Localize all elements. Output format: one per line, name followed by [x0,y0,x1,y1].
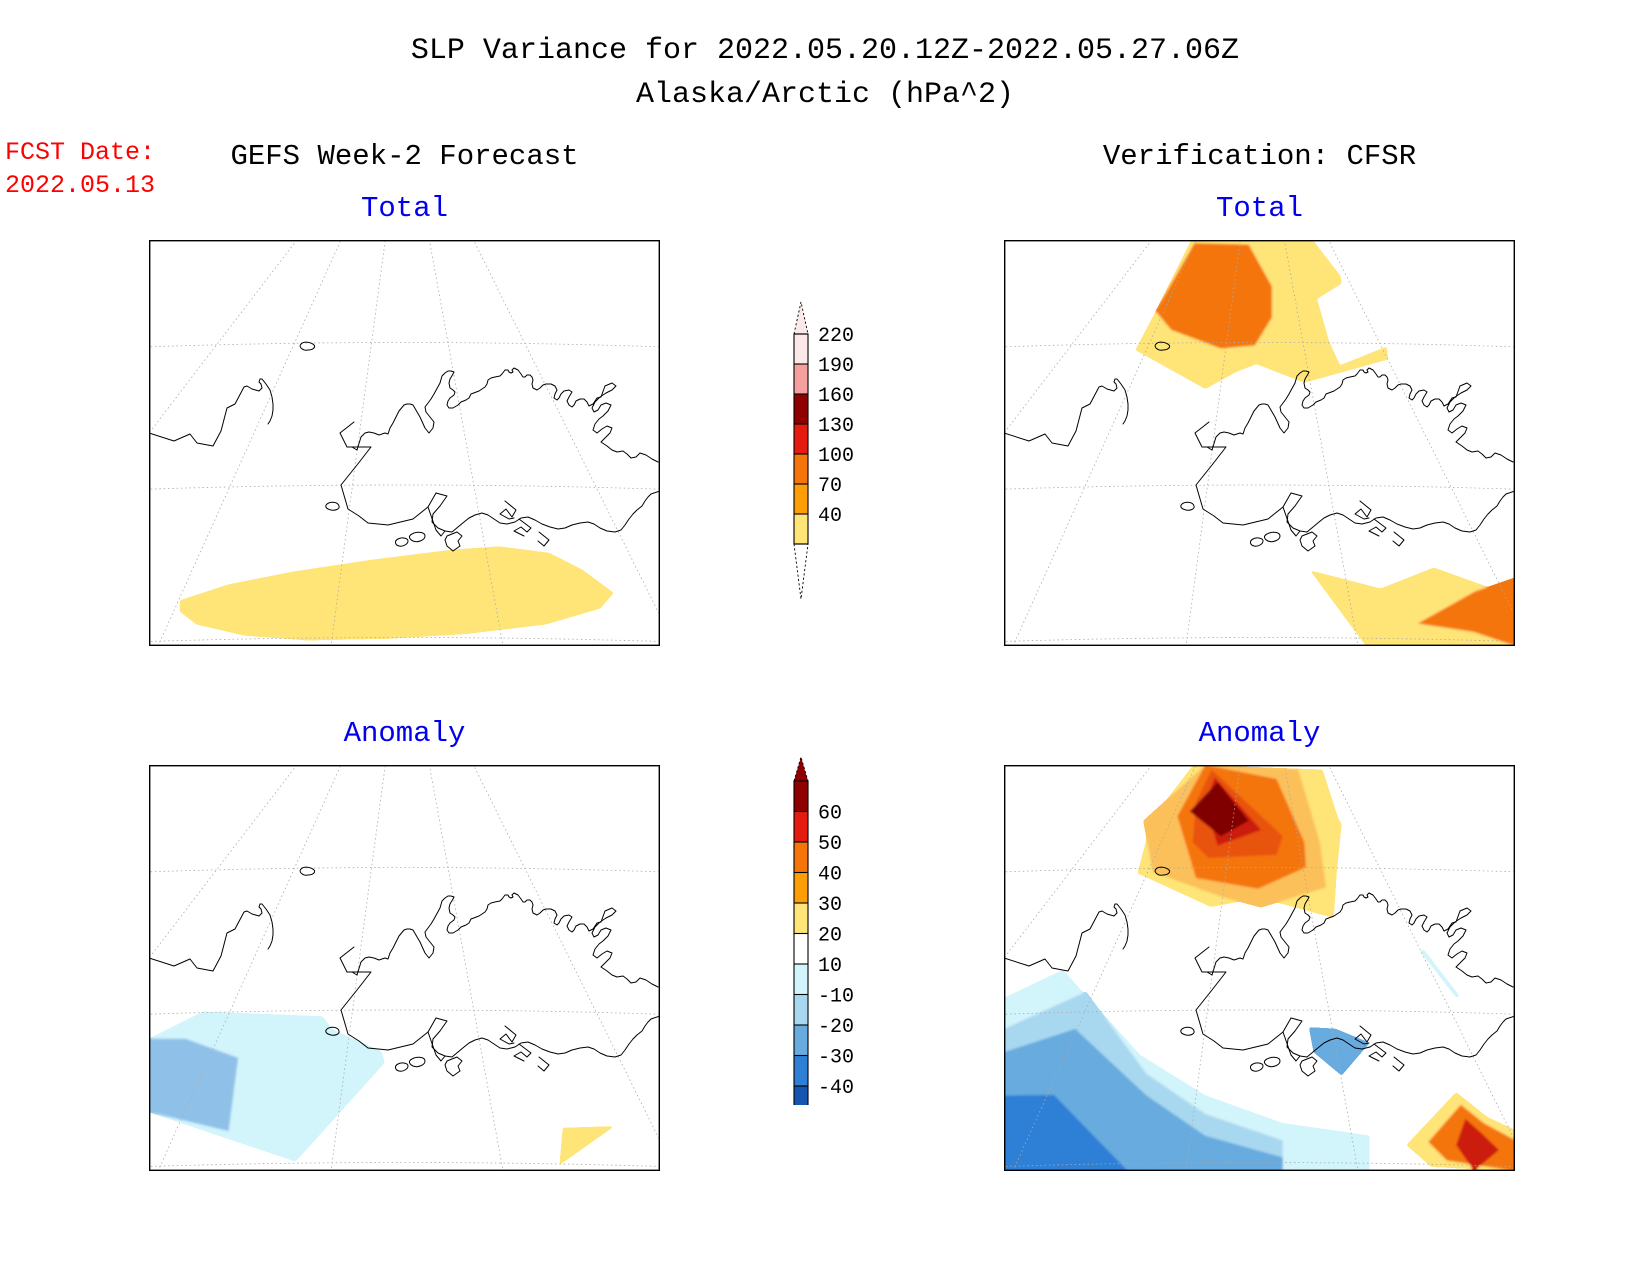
svg-text:220: 220 [818,325,854,348]
svg-text:10: 10 [818,955,842,978]
svg-text:40: 40 [818,505,842,528]
svg-text:130: 130 [818,415,854,438]
svg-text:60: 60 [818,803,842,826]
svg-text:40: 40 [818,864,842,887]
svg-text:50: 50 [818,833,842,856]
svg-text:160: 160 [818,385,854,408]
svg-text:70: 70 [818,475,842,498]
svg-text:-10: -10 [818,986,854,1009]
svg-text:100: 100 [818,445,854,468]
svg-text:-30: -30 [818,1047,854,1070]
svg-text:-40: -40 [818,1077,854,1100]
svg-text:30: 30 [818,894,842,917]
svg-text:-20: -20 [818,1016,854,1039]
svg-text:190: 190 [818,355,854,378]
svg-text:20: 20 [818,925,842,948]
